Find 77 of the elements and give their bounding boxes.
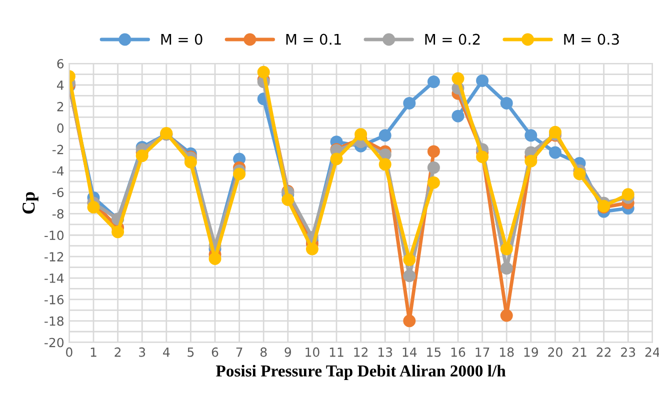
y-tick-label: -4	[52, 166, 64, 176]
x-tick-label: 6	[212, 347, 218, 357]
x-tick-label: 17	[476, 348, 490, 357]
point	[208, 252, 222, 265]
point	[257, 66, 270, 78]
point	[573, 168, 586, 180]
x-tick-label: 9	[284, 347, 291, 357]
x-tick-label: 19	[524, 347, 538, 357]
point	[622, 188, 634, 201]
point	[500, 242, 513, 256]
point	[354, 128, 368, 141]
x-tick-label: 0	[66, 347, 72, 357]
point	[476, 74, 489, 87]
x-tick-label: 3	[139, 347, 146, 357]
y-tick-label: -8	[52, 209, 64, 219]
point	[403, 270, 416, 282]
point	[500, 309, 513, 322]
legend-label: M = 0	[161, 34, 202, 45]
x-tick-label: 8	[260, 347, 267, 357]
y-tick-label: 2	[57, 102, 64, 112]
point	[136, 150, 148, 162]
point	[378, 158, 392, 171]
point	[427, 145, 440, 158]
point	[427, 161, 440, 174]
point	[330, 152, 343, 166]
point	[427, 176, 440, 189]
y-tick-label: -12	[44, 252, 64, 262]
x-tick-label: 16	[451, 347, 466, 357]
x-tick-label: 10	[306, 347, 320, 357]
x-tick-label: 2	[114, 347, 121, 357]
point	[500, 262, 513, 275]
x-tick-label: 22	[596, 347, 611, 357]
x-tick-label: 21	[572, 347, 586, 357]
point	[378, 129, 392, 142]
point	[524, 129, 538, 142]
point	[452, 72, 464, 85]
x-tick-label: 11	[330, 348, 344, 357]
x-tick-label: 20	[548, 347, 562, 357]
point	[548, 146, 562, 159]
y-tick-label: -16	[44, 294, 64, 304]
point	[476, 150, 489, 164]
x-axis-title: Posisi Pressure Tap Debit Aliran 2000 l/h	[216, 364, 506, 380]
point	[524, 154, 538, 168]
x-tick-label: 4	[163, 348, 170, 357]
x-tick-label: 15	[427, 348, 441, 357]
legend-label: M = 0.3	[564, 34, 619, 45]
y-tick-label: 0	[57, 123, 64, 133]
x-tick-label: 18	[500, 347, 514, 357]
x-tick-label: 7	[236, 348, 242, 357]
y-tick-label: -6	[52, 188, 64, 198]
y-tick-label: -18	[44, 316, 64, 326]
point	[233, 168, 246, 180]
point	[548, 126, 562, 138]
y-tick-label: -14	[44, 274, 64, 283]
x-tick-label: 1	[90, 348, 96, 357]
x-tick-label: 12	[354, 347, 368, 357]
point	[427, 76, 440, 88]
point	[184, 156, 197, 168]
x-tick-label: 13	[378, 347, 392, 357]
y-tick-label: -20	[44, 338, 64, 348]
point	[87, 200, 100, 214]
point	[403, 314, 416, 328]
x-tick-label: 5	[188, 348, 194, 357]
point	[403, 96, 416, 110]
legend-label: M = 0.1	[286, 34, 341, 45]
legend-label: M = 0.2	[425, 34, 480, 45]
y-axis-title: Cp	[22, 192, 38, 214]
point	[452, 110, 464, 122]
y-tick-label: -10	[44, 230, 64, 240]
y-tick-label: 6	[57, 59, 64, 68]
y-tick-label: -2	[52, 144, 64, 154]
point	[500, 96, 513, 110]
x-tick-label: 14	[402, 348, 417, 357]
point	[282, 193, 294, 206]
point	[403, 254, 416, 266]
y-tick-label: 4	[56, 80, 64, 90]
x-tick-label: 23	[621, 347, 636, 357]
